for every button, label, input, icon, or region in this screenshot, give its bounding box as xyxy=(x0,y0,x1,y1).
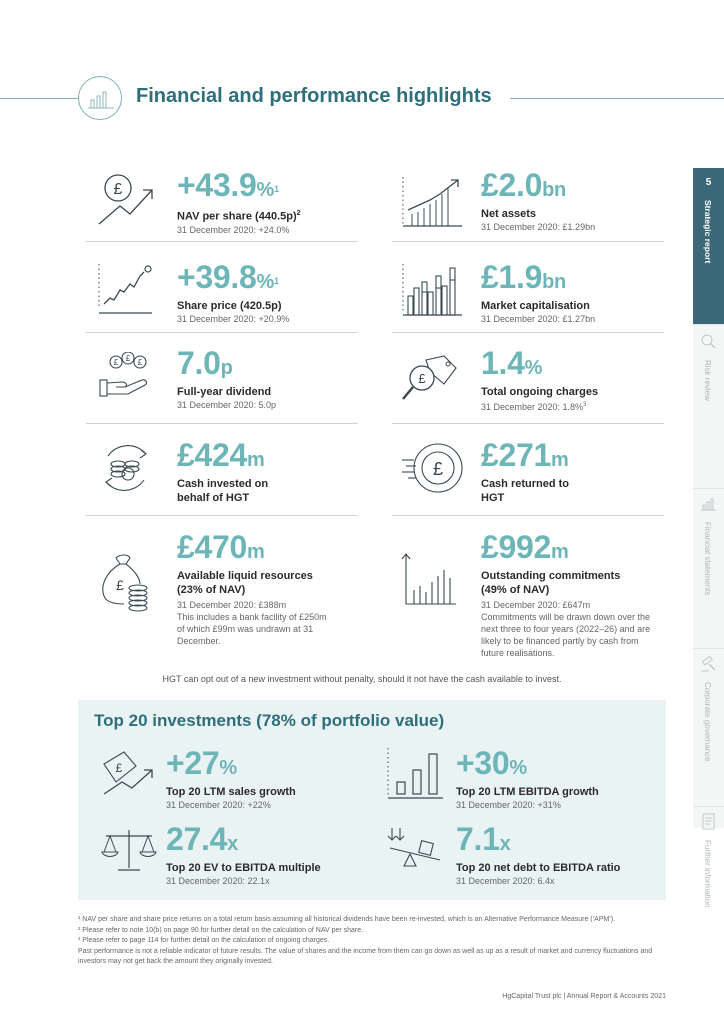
pound-speed-icon: £ xyxy=(400,442,464,496)
top20-ebitda-growth: +30% Top 20 LTM EBITDA growth 31 Decembe… xyxy=(456,745,599,810)
kpi-divider xyxy=(392,241,664,242)
tab-divider xyxy=(693,324,724,325)
grouped-bars-icon xyxy=(400,262,464,318)
svg-text:£: £ xyxy=(126,354,131,363)
tab-label-strategic-report[interactable]: Strategic report xyxy=(703,200,713,264)
tab-label-corporate-governance[interactable]: Corporate governance xyxy=(703,682,712,762)
money-bag-icon: £ xyxy=(98,552,154,612)
top20-title: Top 20 investments (78% of portfolio val… xyxy=(94,711,445,730)
tab-label-financial-statements[interactable]: Financial statements xyxy=(703,522,712,596)
top20-net-debt-ebitda: 7.1x Top 20 net debt to EBITDA ratio 31 … xyxy=(456,821,621,886)
kpi-cash-returned: £271m Cash returned to HGT xyxy=(481,437,570,504)
line-chart-icon xyxy=(96,260,156,316)
kpi-ongoing-charges: 1.4% Total ongoing charges 31 December 2… xyxy=(481,345,599,412)
top20-ev-ebitda: 27.4x Top 20 EV to EBITDA multiple 31 De… xyxy=(166,821,321,886)
kpi-divider xyxy=(392,423,664,424)
footnotes: ¹ NAV per share and share price returns … xyxy=(78,915,668,968)
three-bars-icon xyxy=(385,746,445,802)
kpi-cash-invested: £424m Cash invested on behalf of HGT xyxy=(177,437,269,504)
document-icon xyxy=(700,813,717,830)
svg-text:£: £ xyxy=(433,459,443,479)
kpi-divider xyxy=(86,241,358,242)
chart-badge-icon xyxy=(78,76,122,120)
kpi-divider xyxy=(86,332,358,333)
page-number: 5 xyxy=(705,177,712,188)
rising-lines-icon xyxy=(400,552,460,610)
magnifier-icon xyxy=(700,333,717,350)
kpi-divider xyxy=(86,423,358,424)
kpi-liquid-resources: £470m Available liquid resources (23% of… xyxy=(177,529,327,646)
tab-divider xyxy=(693,806,724,807)
kpi-share-price: +39.8%1 Share price (420.5p) 31 December… xyxy=(177,259,290,324)
top20-panel xyxy=(78,700,666,900)
tab-divider xyxy=(693,488,724,489)
page-title: Financial and performance highlights xyxy=(136,85,492,107)
svg-text:£: £ xyxy=(138,358,143,367)
footnote: ² Please refer to note 10(b) on page 90 … xyxy=(78,926,364,934)
kpi-net-assets: £2.0bn Net assets 31 December 2020: £1.2… xyxy=(481,167,596,232)
svg-text:£: £ xyxy=(116,577,124,593)
footnote: Past performance is not a reliable indic… xyxy=(78,947,653,966)
svg-text:£: £ xyxy=(114,358,119,367)
tab-divider xyxy=(693,648,724,649)
header-rule-left xyxy=(0,98,78,99)
page-footer: HgCapital Trust plc | Annual Report & Ac… xyxy=(502,993,666,1000)
kpi-dividend: 7.0p Full-year dividend 31 December 2020… xyxy=(177,345,277,410)
gavel-icon xyxy=(700,655,717,672)
pound-tag-growth-icon: £ xyxy=(100,748,158,798)
footnote: ¹ NAV per share and share price returns … xyxy=(78,916,616,923)
cash-opt-out-note: HGT can opt out of a new investment with… xyxy=(162,674,562,684)
kpi-outstanding-commitments: £992m Outstanding commitments (49% of NA… xyxy=(481,529,651,658)
kpi-divider xyxy=(392,332,664,333)
top20-sales-growth: +27% Top 20 LTM sales growth 31 December… xyxy=(166,745,296,810)
hand-coins-icon: £ £ £ xyxy=(98,352,154,402)
kpi-market-cap: £1.9bn Market capitalisation 31 December… xyxy=(481,259,596,324)
scales-icon xyxy=(100,826,158,874)
svg-text:£: £ xyxy=(114,181,123,198)
tab-strategic-report[interactable] xyxy=(693,168,724,324)
magnifier-tag-icon: £ xyxy=(400,352,460,406)
tab-label-further-information[interactable]: Further information xyxy=(703,840,712,908)
header-rule-right xyxy=(510,98,724,99)
pound-growth-icon: £ xyxy=(96,168,158,226)
coins-cycle-icon xyxy=(98,440,154,496)
bar-growth-icon xyxy=(400,172,464,230)
svg-text:£: £ xyxy=(418,371,426,386)
kpi-nav-per-share: +43.9%1 NAV per share (440.5p)2 31 Decem… xyxy=(177,167,301,235)
svg-text:£: £ xyxy=(116,761,123,775)
tab-label-risk-review[interactable]: Risk review xyxy=(703,360,712,401)
kpi-divider xyxy=(392,515,664,516)
kpi-divider xyxy=(86,515,358,516)
seesaw-icon xyxy=(386,826,444,876)
bar-chart-icon xyxy=(700,495,717,512)
footnote: ³ Please refer to page 114 for further d… xyxy=(78,937,330,944)
